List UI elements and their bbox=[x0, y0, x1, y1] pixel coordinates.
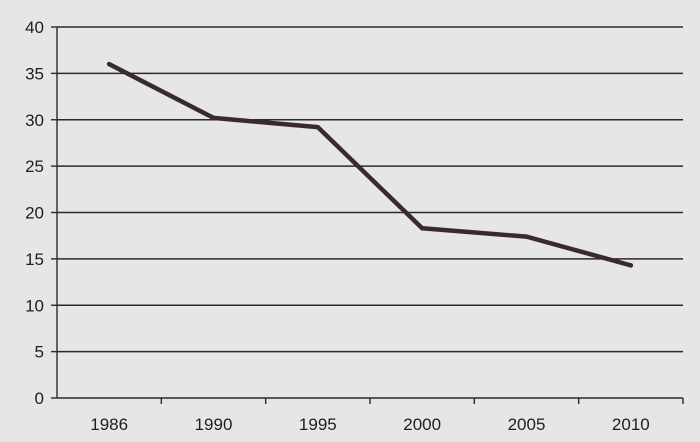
data-point-1990 bbox=[211, 115, 216, 121]
y-tick-label: 10 bbox=[25, 296, 44, 315]
gridlines bbox=[57, 26, 683, 353]
data-point-2000 bbox=[419, 226, 425, 231]
y-tick-label: 35 bbox=[25, 64, 44, 83]
series bbox=[106, 61, 634, 268]
x-tick-label: 1990 bbox=[195, 415, 233, 434]
y-tick-label: 15 bbox=[25, 250, 44, 269]
y-tick-label: 25 bbox=[25, 157, 44, 176]
data-point-1986 bbox=[106, 61, 112, 67]
y-tick-label: 5 bbox=[35, 343, 44, 362]
series-line bbox=[106, 61, 634, 268]
y-tick-label: 20 bbox=[25, 204, 44, 223]
x-tick-labels: 1986 1990 1995 2000 2005 2010 bbox=[90, 415, 649, 434]
data-point-2010 bbox=[628, 263, 634, 268]
y-tick-labels: 0 5 10 15 20 25 30 35 40 bbox=[25, 18, 44, 408]
data-point-2005 bbox=[524, 234, 529, 239]
y-tick-label: 40 bbox=[25, 18, 44, 37]
x-tick-label: 2010 bbox=[612, 415, 650, 434]
axes bbox=[51, 26, 684, 404]
y-tick-label: 0 bbox=[35, 389, 44, 408]
x-tick-label: 2005 bbox=[508, 415, 546, 434]
data-point-1995 bbox=[315, 124, 321, 130]
y-tick-label: 30 bbox=[25, 111, 44, 130]
x-tick-label: 2000 bbox=[403, 415, 441, 434]
x-tick-label: 1986 bbox=[90, 415, 128, 434]
x-tick-label: 1995 bbox=[299, 415, 337, 434]
